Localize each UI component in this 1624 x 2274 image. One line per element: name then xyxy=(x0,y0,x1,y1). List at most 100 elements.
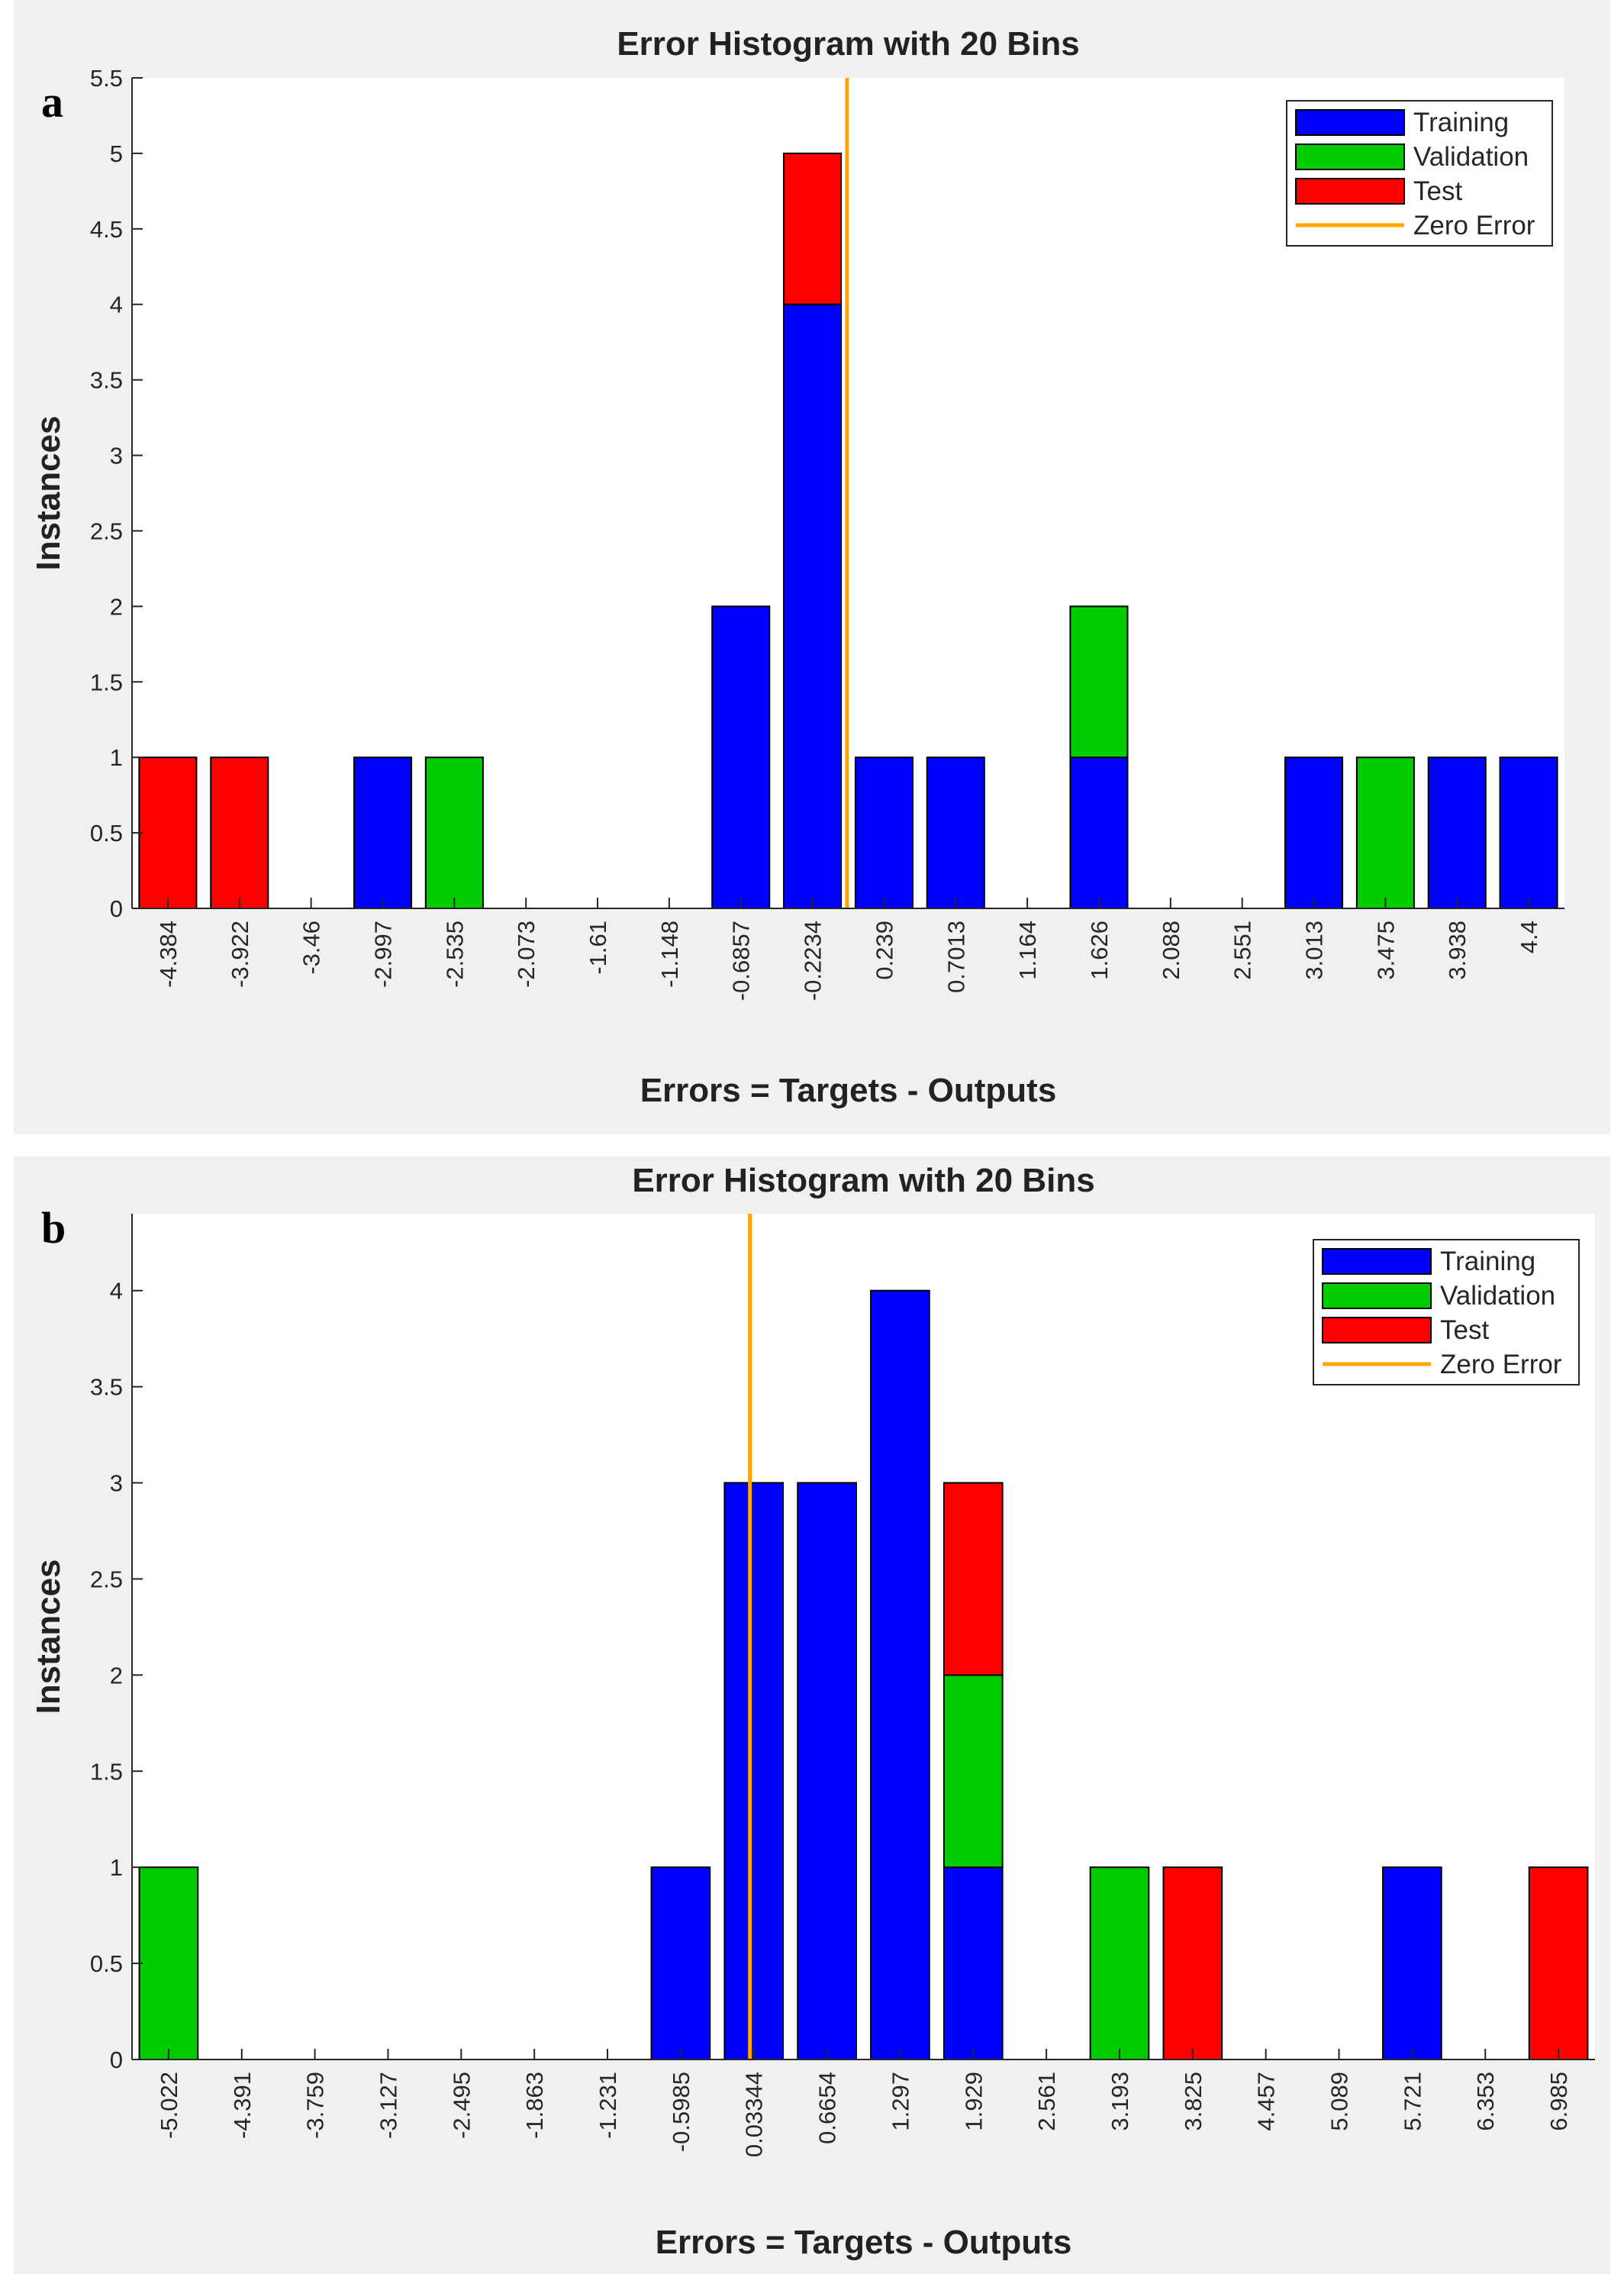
x-tick-label-6: -1.61 xyxy=(585,921,611,975)
y-tick-label-6: 3 xyxy=(110,1470,123,1497)
bar-validation-4 xyxy=(424,756,484,909)
panel-label-a: a xyxy=(41,77,63,127)
y-tick-label-4: 2 xyxy=(110,593,123,620)
x-tick-label-13: 1.626 xyxy=(1086,921,1113,980)
x-axis-label: Errors = Targets - Outputs xyxy=(640,1072,1057,1109)
legend-label-training: Training xyxy=(1413,108,1509,137)
x-tick-label-0: -4.384 xyxy=(155,921,182,988)
bar-training-19 xyxy=(1499,756,1558,909)
bar-training-8 xyxy=(723,1482,785,2060)
bar-test-9 xyxy=(783,152,843,305)
bar-training-10 xyxy=(854,756,914,909)
y-tick-label-0: 0 xyxy=(110,2047,123,2073)
x-tick-label-17: 3.475 xyxy=(1372,921,1399,980)
legend-label-zero-error: Zero Error xyxy=(1440,1350,1562,1379)
bar-test-1 xyxy=(210,756,269,909)
x-tick-label-5: -1.863 xyxy=(521,2072,548,2139)
x-tick-label-7: -0.5985 xyxy=(668,2072,694,2152)
x-tick-label-12: 1.164 xyxy=(1014,921,1041,980)
bar-test-14 xyxy=(1162,1866,1223,2060)
x-tick-label-1: -4.391 xyxy=(229,2072,256,2139)
x-tick-label-3: -3.127 xyxy=(375,2072,401,2139)
x-tick-label-9: -0.2234 xyxy=(800,921,826,1001)
bar-training-9 xyxy=(797,1482,857,2060)
legend-label-zero-error: Zero Error xyxy=(1413,211,1535,240)
y-tick-label-5: 2.5 xyxy=(90,518,123,544)
y-tick-label-9: 4.5 xyxy=(90,216,123,243)
x-tick-label-15: 2.551 xyxy=(1229,921,1256,980)
panel-label-b: b xyxy=(41,1203,66,1253)
legend-label-validation: Validation xyxy=(1413,142,1529,172)
bar-training-11 xyxy=(926,756,985,909)
x-tick-label-1: -3.922 xyxy=(227,921,253,988)
y-tick-label-10: 5 xyxy=(110,140,123,167)
y-tick-label-2: 1 xyxy=(110,1854,123,1881)
y-tick-label-2: 1 xyxy=(110,744,123,771)
y-tick-label-3: 1.5 xyxy=(90,669,123,695)
y-tick-label-7: 3.5 xyxy=(90,367,123,394)
bar-validation-0 xyxy=(138,1866,199,2060)
y-tick-label-1: 0.5 xyxy=(90,1950,123,1977)
bar-training-16 xyxy=(1284,756,1344,909)
x-tick-label-18: 6.353 xyxy=(1472,2072,1499,2131)
x-tick-label-6: -1.231 xyxy=(594,2072,621,2139)
legend-label-validation: Validation xyxy=(1440,1281,1555,1311)
chart-title: Error Histogram with 20 Bins xyxy=(617,25,1079,63)
x-tick-label-8: 0.03344 xyxy=(741,2072,768,2157)
x-tick-label-11: 0.7013 xyxy=(942,921,969,993)
y-tick-label-7: 3.5 xyxy=(90,1374,123,1401)
bar-training-18 xyxy=(1427,756,1487,909)
x-tick-label-3: -2.997 xyxy=(369,921,396,988)
x-tick-label-8: -0.6857 xyxy=(728,921,755,1001)
y-tick-label-4: 2 xyxy=(110,1662,123,1689)
x-tick-label-0: -5.022 xyxy=(156,2072,182,2139)
y-tick-label-6: 3 xyxy=(110,443,123,469)
bar-validation-13 xyxy=(1089,1866,1150,2060)
x-tick-label-18: 3.938 xyxy=(1444,921,1471,980)
y-axis-label: Instances xyxy=(30,416,67,571)
x-tick-label-5: -2.073 xyxy=(513,921,540,988)
bar-training-11 xyxy=(942,1866,1004,2060)
x-tick-label-12: 2.561 xyxy=(1033,2072,1060,2131)
bar-validation-13 xyxy=(1069,605,1129,759)
bar-training-8 xyxy=(711,605,771,909)
legend-swatch-test xyxy=(1322,1317,1432,1343)
x-tick-label-16: 3.013 xyxy=(1301,921,1328,980)
legend-label-test: Test xyxy=(1440,1315,1489,1345)
x-tick-label-4: -2.495 xyxy=(448,2072,475,2139)
legend-swatch-validation xyxy=(1295,144,1405,170)
legend-swatch-training xyxy=(1322,1248,1432,1275)
bar-test-11 xyxy=(942,1482,1004,1676)
x-tick-label-10: 0.239 xyxy=(871,921,897,980)
legend-label-test: Test xyxy=(1413,176,1462,206)
x-tick-label-2: -3.759 xyxy=(302,2072,329,2139)
x-tick-label-16: 5.089 xyxy=(1326,2072,1353,2131)
bar-training-13 xyxy=(1069,756,1129,909)
x-tick-label-7: -1.148 xyxy=(656,921,683,988)
y-axis-label: Instances xyxy=(30,1560,67,1714)
y-tick-label-8: 4 xyxy=(110,292,123,318)
bar-test-19 xyxy=(1528,1866,1589,2060)
bar-validation-11 xyxy=(942,1674,1004,1869)
y-tick-label-0: 0 xyxy=(110,895,123,922)
bar-test-0 xyxy=(138,756,198,909)
x-tick-label-14: 3.825 xyxy=(1180,2072,1207,2131)
bar-training-9 xyxy=(783,303,843,909)
x-tick-label-4: -2.535 xyxy=(441,921,468,988)
histogram-chart-a: Error Histogram with 20 Bins 0 0.5 1 1.5 2 2.5… xyxy=(30,25,1564,1109)
x-tick-label-13: 3.193 xyxy=(1107,2072,1133,2131)
bar-training-7 xyxy=(650,1866,711,2060)
bar-validation-17 xyxy=(1355,756,1415,909)
x-tick-label-14: 2.088 xyxy=(1158,921,1184,980)
y-tick-label-5: 2.5 xyxy=(90,1566,123,1592)
y-tick-label-1: 0.5 xyxy=(90,820,123,847)
x-tick-label-9: 0.6654 xyxy=(814,2072,841,2144)
x-axis-label: Errors = Targets - Outputs xyxy=(656,2224,1072,2261)
x-tick-label-17: 5.721 xyxy=(1399,2072,1426,2131)
x-tick-label-19: 4.4 xyxy=(1516,921,1542,953)
histogram-panel-b: Error Histogram with 20 Bins 0 0.5 1 1.5 2 2.5… xyxy=(14,1156,1610,2274)
histogram-chart-b: Error Histogram with 20 Bins 0 0.5 1 1.5 2 2.5… xyxy=(30,1162,1595,2261)
x-tick-label-15: 4.457 xyxy=(1253,2072,1280,2131)
legend-swatch-validation xyxy=(1322,1282,1432,1309)
y-tick-label-8: 4 xyxy=(110,1278,123,1305)
